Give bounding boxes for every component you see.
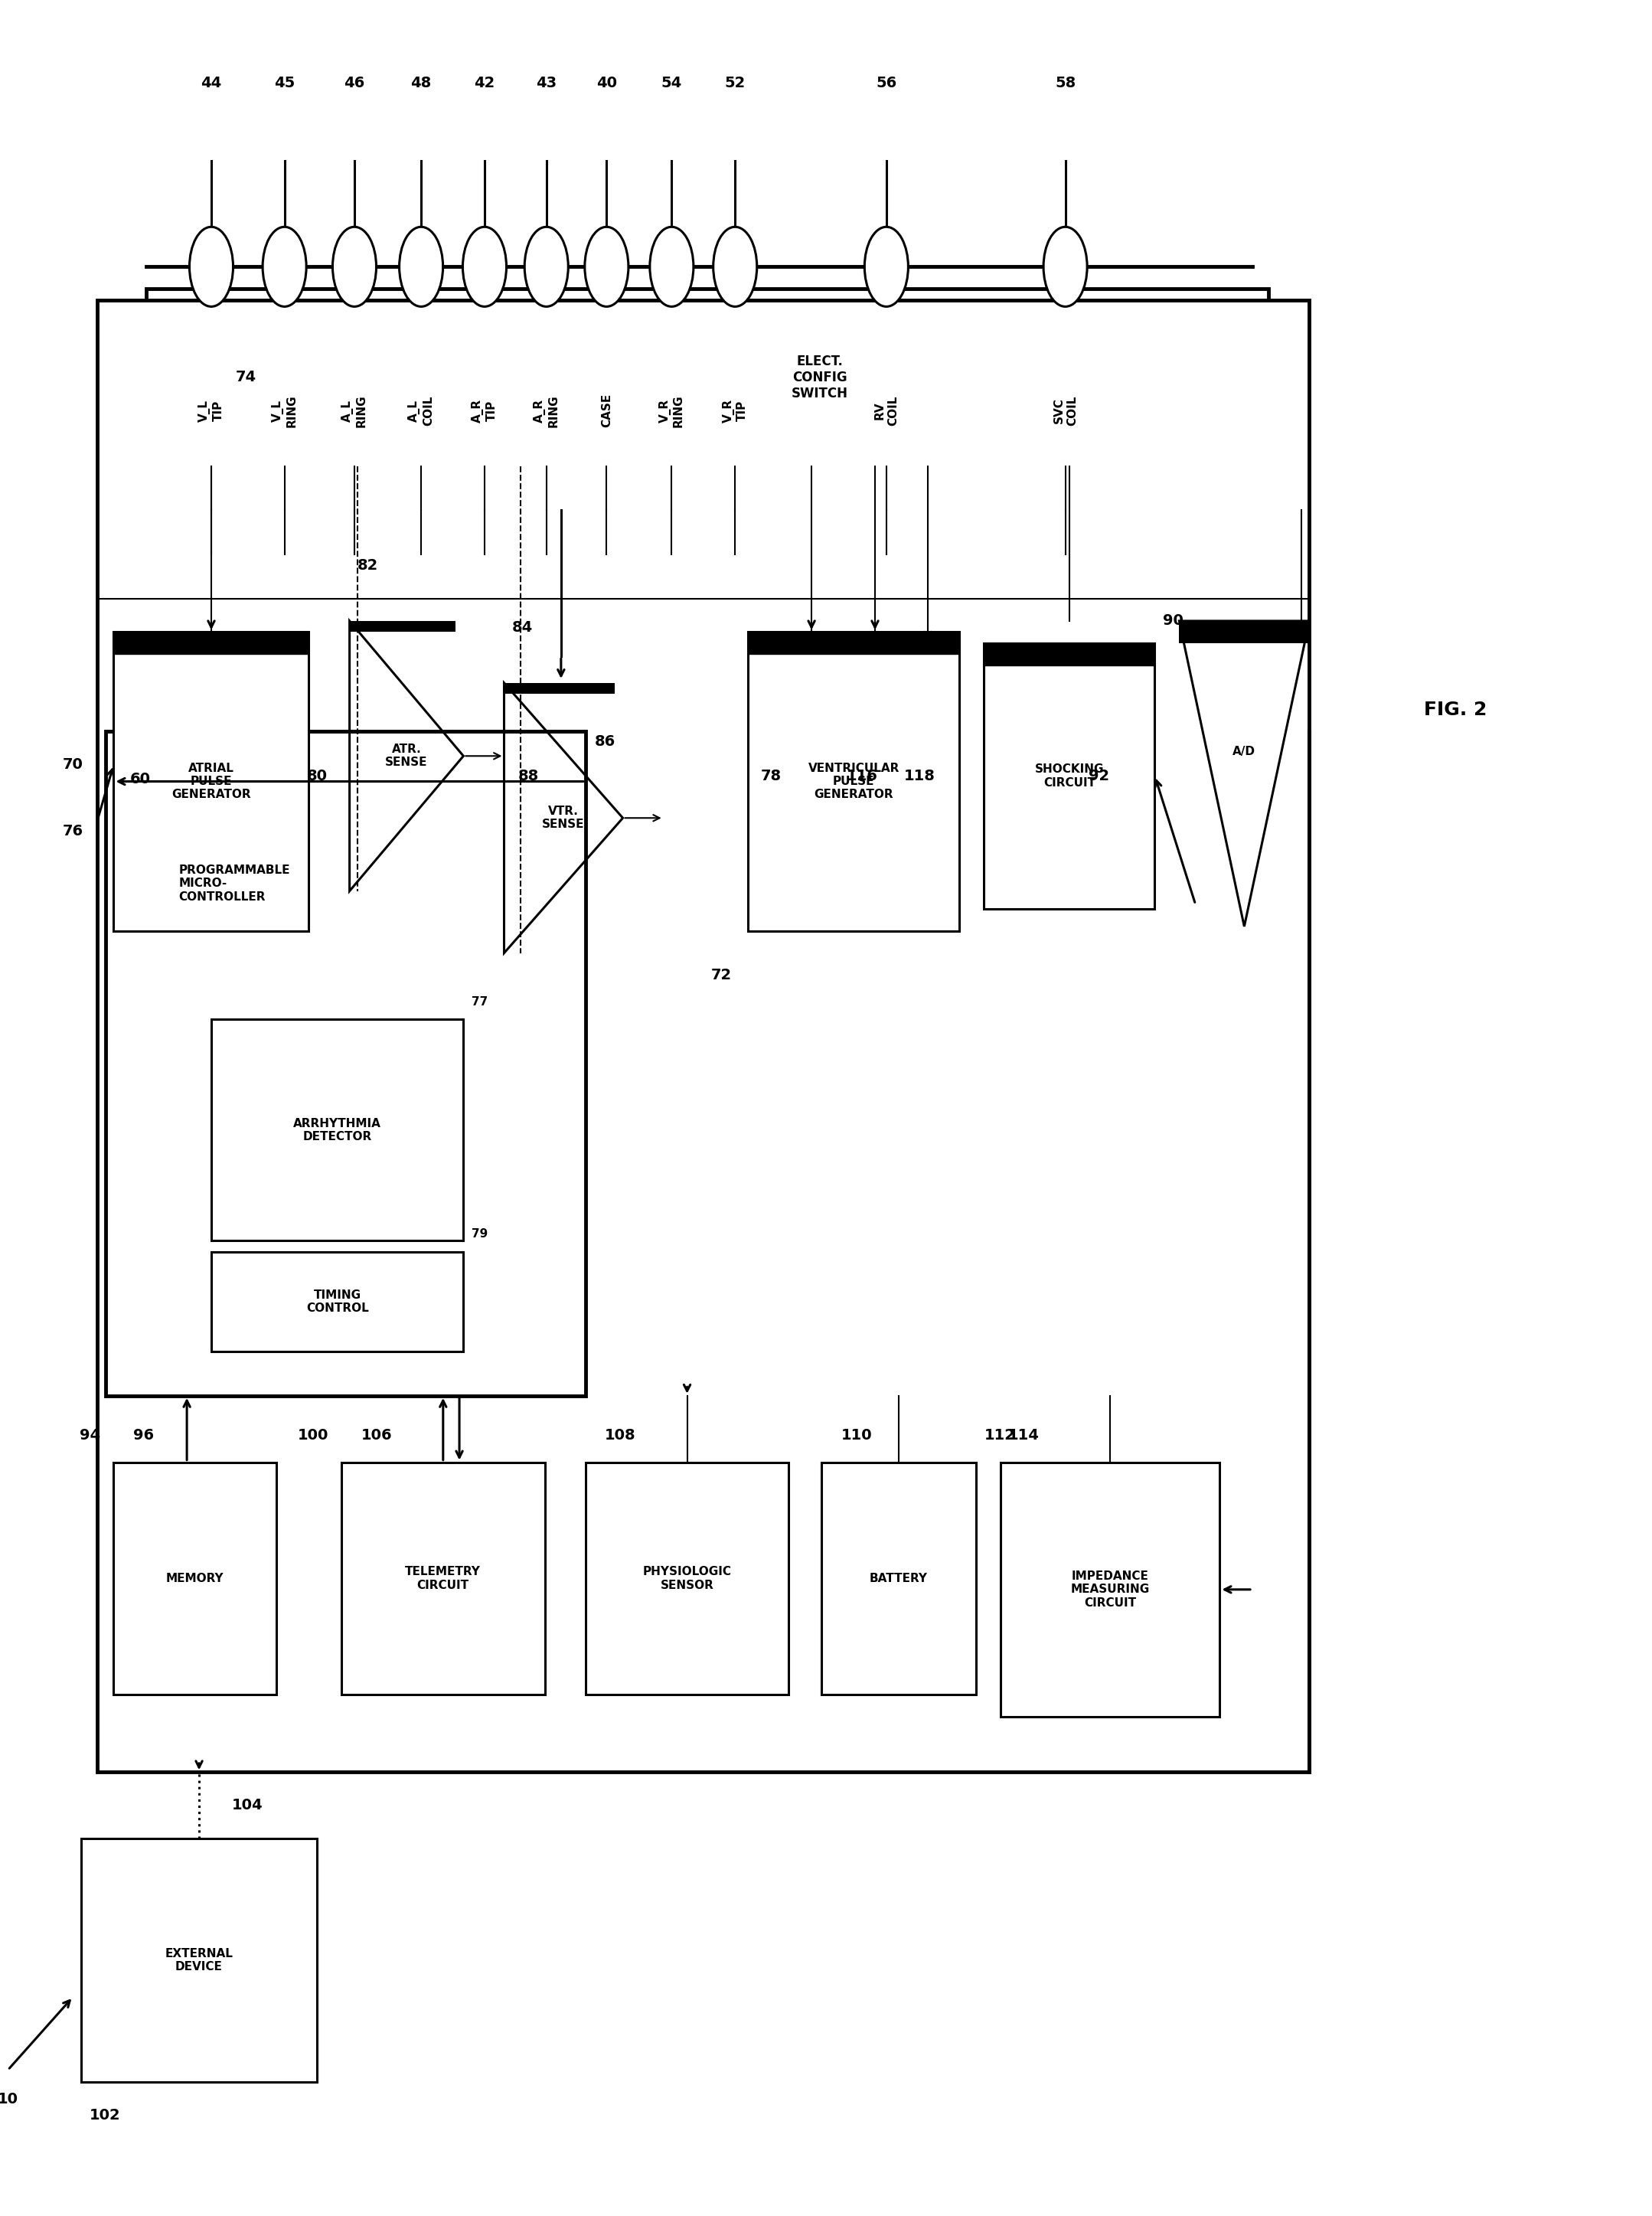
Text: IMPEDANCE
MEASURING
CIRCUIT: IMPEDANCE MEASURING CIRCUIT: [1070, 1571, 1150, 1609]
Text: SVC
COIL: SVC COIL: [1052, 394, 1077, 425]
Text: 114: 114: [1008, 1429, 1039, 1443]
Bar: [585, 1463, 788, 1695]
Text: A_L
RING: A_L RING: [342, 394, 367, 428]
Ellipse shape: [649, 226, 694, 306]
Text: 80: 80: [307, 769, 327, 782]
Bar: [81, 1839, 317, 2083]
Text: 40: 40: [596, 75, 616, 91]
Text: 72: 72: [710, 968, 732, 982]
Text: RV
COIL: RV COIL: [874, 394, 899, 425]
Ellipse shape: [585, 226, 628, 306]
Text: 43: 43: [535, 75, 557, 91]
Polygon shape: [350, 620, 456, 632]
Ellipse shape: [714, 226, 757, 306]
Ellipse shape: [463, 226, 507, 306]
Bar: [106, 731, 585, 1396]
Bar: [114, 632, 309, 931]
Text: 88: 88: [519, 769, 539, 782]
Text: SHOCKING
CIRCUIT: SHOCKING CIRCUIT: [1034, 765, 1104, 789]
Text: VTR.
SENSE: VTR. SENSE: [542, 807, 585, 831]
Text: 94: 94: [79, 1429, 101, 1443]
Text: ELECT.
CONFIG
SWITCH: ELECT. CONFIG SWITCH: [791, 355, 847, 401]
Text: 96: 96: [134, 1429, 154, 1443]
Text: 77: 77: [471, 995, 487, 1008]
Text: V_R
RING: V_R RING: [659, 394, 684, 428]
Text: CASE: CASE: [601, 394, 613, 428]
Text: MEMORY: MEMORY: [167, 1573, 225, 1584]
Polygon shape: [1180, 620, 1310, 643]
Text: 42: 42: [474, 75, 496, 91]
Bar: [147, 288, 1269, 465]
Text: A/D: A/D: [1232, 747, 1256, 758]
Text: 108: 108: [605, 1429, 636, 1443]
Ellipse shape: [1044, 226, 1087, 306]
Text: 74: 74: [236, 370, 256, 386]
Text: 84: 84: [512, 620, 534, 634]
Text: 82: 82: [358, 558, 378, 574]
Polygon shape: [504, 683, 615, 694]
Text: 110: 110: [841, 1429, 872, 1443]
Text: 116: 116: [846, 769, 877, 782]
Ellipse shape: [190, 226, 233, 306]
Text: 106: 106: [360, 1429, 392, 1443]
Text: A_R
TIP: A_R TIP: [472, 399, 497, 423]
Text: BATTERY: BATTERY: [869, 1573, 928, 1584]
Text: ATR.
SENSE: ATR. SENSE: [385, 745, 428, 769]
Text: 48: 48: [411, 75, 431, 91]
Text: 78: 78: [760, 769, 781, 782]
Text: 46: 46: [344, 75, 365, 91]
Text: 79: 79: [471, 1228, 487, 1241]
Ellipse shape: [400, 226, 443, 306]
Text: 10: 10: [0, 2092, 18, 2107]
Bar: [97, 299, 1310, 1773]
Text: VENTRICULAR
PULSE
GENERATOR: VENTRICULAR PULSE GENERATOR: [808, 762, 900, 800]
Bar: [211, 1252, 464, 1352]
Text: V_R
TIP: V_R TIP: [722, 399, 748, 423]
Text: EXTERNAL
DEVICE: EXTERNAL DEVICE: [165, 1948, 233, 1972]
Text: 70: 70: [63, 758, 83, 771]
Bar: [114, 1463, 276, 1695]
Text: TELEMETRY
CIRCUIT: TELEMETRY CIRCUIT: [405, 1567, 481, 1591]
Text: 104: 104: [231, 1797, 263, 1813]
Text: V_L
RING: V_L RING: [271, 394, 297, 428]
Text: 112: 112: [985, 1429, 1016, 1443]
Bar: [748, 632, 960, 931]
Text: PROGRAMMABLE
MICRO-
CONTROLLER: PROGRAMMABLE MICRO- CONTROLLER: [178, 864, 291, 902]
Text: 60: 60: [131, 771, 150, 787]
Ellipse shape: [864, 226, 909, 306]
Bar: [342, 1463, 545, 1695]
Text: 54: 54: [661, 75, 682, 91]
Ellipse shape: [263, 226, 306, 306]
Text: ATRIAL
PULSE
GENERATOR: ATRIAL PULSE GENERATOR: [172, 762, 251, 800]
Text: 52: 52: [725, 75, 745, 91]
Bar: [821, 1463, 976, 1695]
Text: 100: 100: [297, 1429, 329, 1443]
Text: A_R
RING: A_R RING: [534, 394, 558, 428]
Bar: [999, 1463, 1219, 1717]
Text: 86: 86: [595, 733, 616, 749]
Text: 45: 45: [274, 75, 296, 91]
Text: TIMING
CONTROL: TIMING CONTROL: [306, 1290, 368, 1314]
Bar: [985, 643, 1155, 909]
Text: FIG. 2: FIG. 2: [1424, 700, 1487, 718]
Text: 102: 102: [89, 2107, 121, 2123]
Text: 58: 58: [1056, 75, 1075, 91]
Text: 118: 118: [904, 769, 935, 782]
Ellipse shape: [525, 226, 568, 306]
Text: A_L
COIL: A_L COIL: [408, 394, 434, 425]
Text: 92: 92: [1089, 769, 1108, 782]
Text: 90: 90: [1163, 614, 1183, 627]
Text: ARRHYTHMIA
DETECTOR: ARRHYTHMIA DETECTOR: [294, 1117, 382, 1143]
Bar: [211, 1019, 464, 1241]
Text: PHYSIOLOGIC
SENSOR: PHYSIOLOGIC SENSOR: [643, 1567, 732, 1591]
Ellipse shape: [332, 226, 377, 306]
Text: 56: 56: [876, 75, 897, 91]
Text: 44: 44: [202, 75, 221, 91]
Text: 76: 76: [63, 824, 83, 838]
Text: V_L
TIP: V_L TIP: [198, 399, 225, 421]
